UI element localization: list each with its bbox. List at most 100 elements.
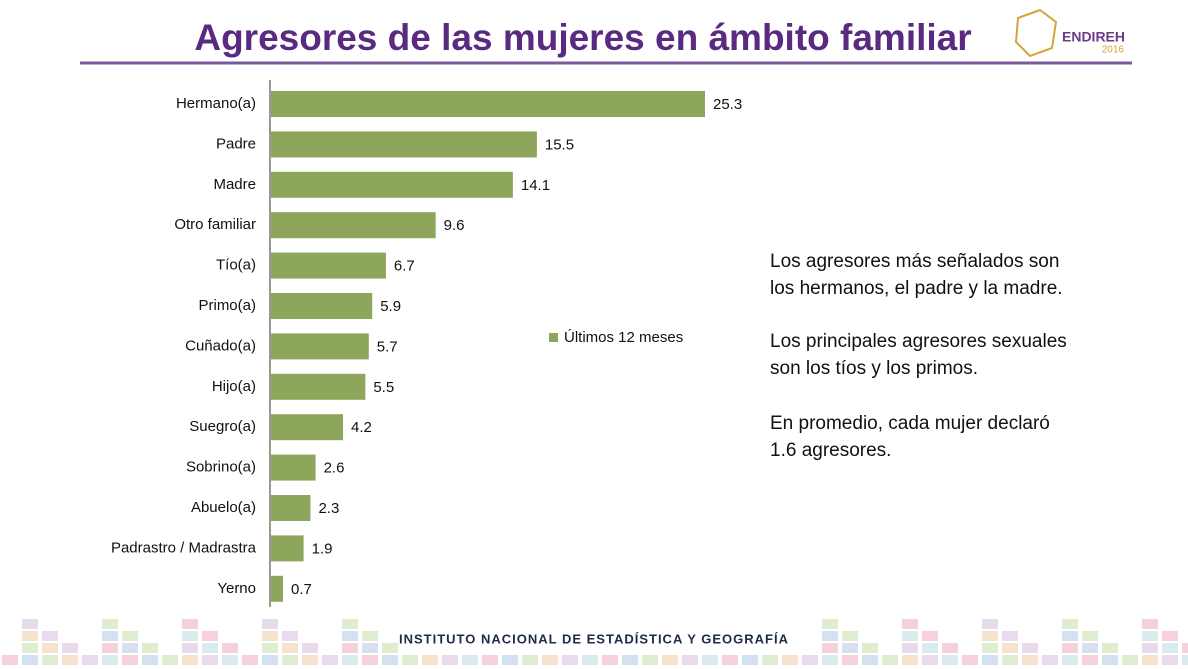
bar: [271, 91, 705, 117]
deco-square: [1062, 655, 1078, 665]
deco-square: [42, 655, 58, 665]
y-tick-label: Yerno: [217, 580, 256, 597]
deco-square: [1162, 643, 1178, 653]
deco-square: [1062, 619, 1078, 629]
deco-square: [1022, 655, 1038, 665]
bar: [271, 535, 304, 561]
logo-name: ENDIREH: [1062, 29, 1125, 45]
deco-square: [622, 655, 638, 665]
deco-square: [362, 643, 378, 653]
bar: [271, 293, 372, 319]
y-tick-label: Padre: [216, 135, 256, 152]
deco-square: [302, 655, 318, 665]
deco-square: [502, 655, 518, 665]
y-tick-label: Otro familiar: [174, 216, 256, 233]
deco-square: [922, 655, 938, 665]
deco-square: [1002, 631, 1018, 641]
deco-square: [122, 643, 138, 653]
deco-square: [862, 643, 878, 653]
deco-square: [1182, 643, 1188, 653]
deco-square: [922, 631, 938, 641]
deco-square: [902, 619, 918, 629]
deco-square: [522, 655, 538, 665]
deco-square: [1142, 655, 1158, 665]
bar: [271, 455, 316, 481]
deco-square: [422, 655, 438, 665]
deco-square: [1002, 655, 1018, 665]
deco-square: [982, 655, 998, 665]
deco-square: [982, 631, 998, 641]
deco-square: [342, 619, 358, 629]
deco-square: [742, 655, 758, 665]
deco-square: [382, 655, 398, 665]
deco-square: [682, 655, 698, 665]
deco-square: [822, 655, 838, 665]
deco-square: [1162, 655, 1178, 665]
legend-swatch: [549, 333, 558, 342]
deco-square: [542, 655, 558, 665]
deco-square: [1022, 643, 1038, 653]
deco-square: [1122, 655, 1138, 665]
deco-square: [1062, 631, 1078, 641]
deco-square: [342, 631, 358, 641]
deco-square: [182, 643, 198, 653]
deco-square: [22, 631, 38, 641]
bar: [271, 374, 365, 400]
value-label: 1.9: [312, 540, 333, 557]
bar: [271, 131, 537, 157]
deco-square: [1142, 631, 1158, 641]
deco-square: [562, 655, 578, 665]
footer-text: INSTITUTO NACIONAL DE ESTADÍSTICA Y GEOG…: [399, 631, 789, 646]
deco-square: [102, 631, 118, 641]
deco-square: [962, 655, 978, 665]
bar: [271, 212, 436, 238]
deco-square: [182, 655, 198, 665]
deco-square: [22, 643, 38, 653]
value-label: 14.1: [521, 177, 550, 194]
deco-square: [202, 655, 218, 665]
deco-square: [862, 655, 878, 665]
deco-square: [662, 655, 678, 665]
value-label: 2.6: [324, 460, 345, 477]
deco-square: [242, 655, 258, 665]
deco-square: [902, 643, 918, 653]
deco-square: [462, 655, 478, 665]
deco-square: [122, 655, 138, 665]
logo: ENDIREH 2016: [1016, 10, 1125, 56]
y-tick-label: Padrastro / Madrastra: [111, 539, 257, 556]
y-tick-label: Cuñado(a): [185, 337, 256, 354]
deco-square: [382, 643, 398, 653]
deco-square: [922, 643, 938, 653]
deco-square: [1002, 643, 1018, 653]
deco-square: [122, 631, 138, 641]
deco-square: [222, 643, 238, 653]
deco-square: [1162, 631, 1178, 641]
deco-square: [702, 655, 718, 665]
deco-square: [822, 631, 838, 641]
deco-square: [22, 655, 38, 665]
deco-square: [22, 619, 38, 629]
deco-square: [42, 631, 58, 641]
annotation: Los principales agresores sexuales: [770, 331, 1067, 352]
value-label: 9.6: [444, 217, 465, 234]
deco-square: [182, 631, 198, 641]
deco-square: [1102, 655, 1118, 665]
bar: [271, 172, 513, 198]
y-tick-label: Tío(a): [216, 257, 256, 274]
deco-square: [102, 619, 118, 629]
deco-square: [442, 655, 458, 665]
deco-square: [842, 631, 858, 641]
deco-square: [822, 643, 838, 653]
deco-square: [602, 655, 618, 665]
legend-label: Últimos 12 meses: [564, 329, 683, 346]
value-label: 2.3: [318, 500, 339, 517]
deco-square: [102, 655, 118, 665]
deco-square: [482, 655, 498, 665]
deco-square: [762, 655, 778, 665]
y-tick-label: Hermano(a): [176, 95, 256, 112]
deco-square: [982, 643, 998, 653]
logo-face: [1016, 10, 1056, 56]
y-tick-label: Sobrino(a): [186, 459, 256, 476]
deco-square: [82, 655, 98, 665]
